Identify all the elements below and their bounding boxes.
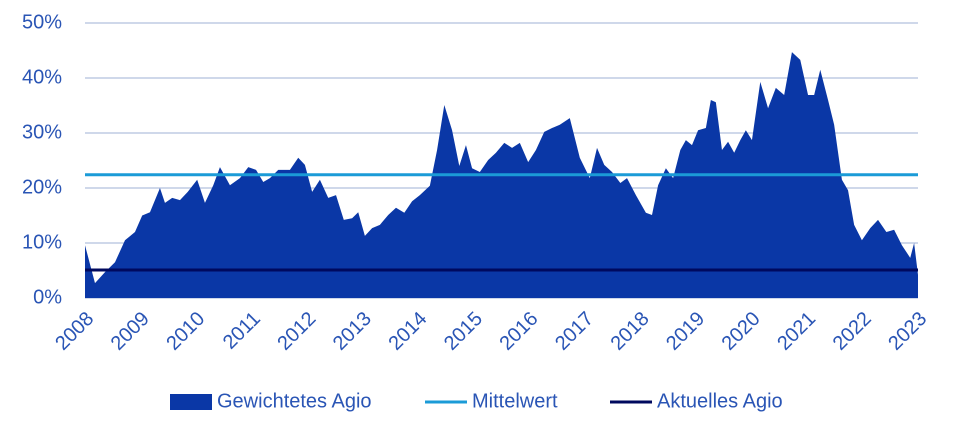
y-tick-label: 10%	[22, 231, 62, 253]
x-tick-label: 2012	[273, 308, 320, 355]
x-tick-label: 2021	[773, 308, 820, 355]
x-tick-label: 2023	[884, 308, 931, 355]
legend-label: Gewichtetes Agio	[217, 390, 372, 412]
legend-label: Mittelwert	[472, 390, 558, 412]
x-tick-label: 2019	[662, 308, 709, 355]
x-tick-label: 2013	[329, 308, 376, 355]
y-tick-label: 40%	[22, 66, 62, 88]
y-tick-label: 30%	[22, 121, 62, 143]
x-tick-label: 2020	[718, 308, 765, 355]
x-tick-label: 2015	[440, 308, 487, 355]
x-tick-label: 2011	[219, 308, 265, 354]
legend-label: Aktuelles Agio	[657, 390, 783, 412]
legend-swatch	[170, 394, 212, 410]
x-tick-label: 2009	[107, 308, 154, 355]
x-tick-label: 2008	[51, 308, 98, 355]
y-tick-label: 20%	[22, 176, 62, 198]
x-tick-label: 2017	[551, 308, 598, 355]
y-tick-label: 50%	[22, 11, 62, 33]
x-tick-label: 2016	[496, 308, 543, 355]
x-tick-label: 2018	[607, 308, 654, 355]
y-tick-label: 0%	[33, 286, 62, 308]
x-tick-label: 2022	[829, 308, 876, 355]
x-tick-label: 2010	[162, 308, 209, 355]
x-tick-label: 2014	[384, 308, 431, 355]
